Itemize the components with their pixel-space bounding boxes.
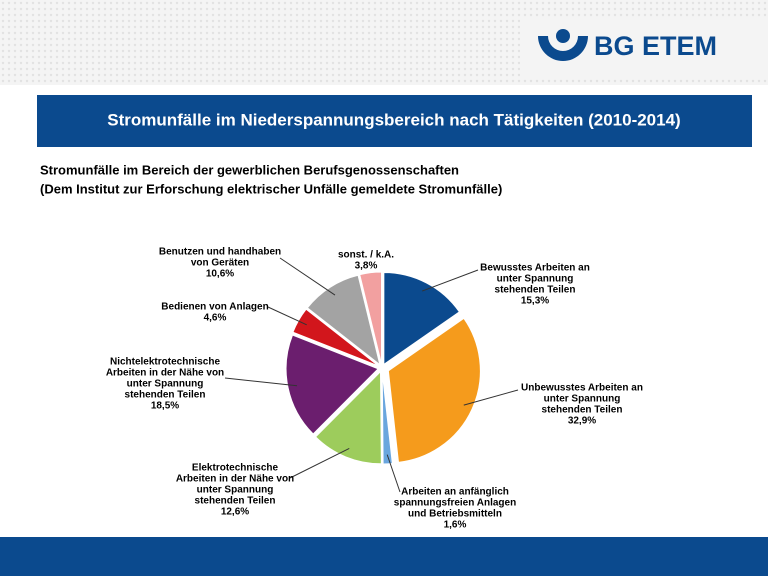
slice-label: unter Spannung [197, 485, 274, 496]
pie-slice [381, 371, 393, 465]
slice-label: Arbeiten an anfänglich [401, 487, 509, 498]
leader-line [463, 389, 519, 406]
leader-line [421, 269, 479, 292]
slice-label: Benutzen und handhaben [159, 247, 281, 258]
value-label: 15,3% [521, 296, 549, 307]
value-label: 1,6% [444, 520, 467, 531]
slice-label: Bedienen von Anlagen [161, 302, 268, 313]
logo-text: BG ETEM [594, 31, 717, 61]
leader-line [289, 447, 350, 479]
slice-label: unter Spannung [497, 274, 574, 285]
slice-label: stehenden Teilen [195, 496, 276, 507]
slice-label: von Geräten [191, 258, 249, 269]
value-label: 10,6% [206, 269, 234, 280]
pie-slice [383, 271, 461, 366]
slice-label: Nichtelektrotechnische [110, 357, 220, 368]
leader-line [267, 306, 307, 326]
slice-label: spannungsfreien Anlagen [394, 498, 516, 509]
slice-label: und Betriebsmitteln [408, 509, 502, 520]
slice-label: unter Spannung [544, 394, 621, 405]
footer-bar [0, 537, 768, 576]
pie-slice [306, 274, 381, 366]
slice-label: Elektrotechnische [192, 463, 279, 474]
pie-slice [359, 271, 383, 365]
subtitle: (Dem Institut zur Erforschung elektrisch… [40, 181, 502, 196]
slice-label: Arbeiten in der Nähe von [106, 368, 224, 379]
value-label: 3,8% [355, 261, 378, 272]
pie-slice [285, 334, 379, 435]
slice-label: sonst. / k.A. [338, 250, 394, 261]
logo-icon [538, 29, 588, 61]
leader-line [386, 454, 401, 493]
pie-slice [314, 370, 382, 465]
slice-label: unter Spannung [127, 379, 204, 390]
pie-slice [292, 308, 379, 367]
value-label: 18,5% [151, 401, 179, 412]
leader-line [224, 377, 298, 387]
slice-label: stehenden Teilen [125, 390, 206, 401]
value-label: 12,6% [221, 507, 249, 518]
slice-label: Bewusstes Arbeiten an [480, 263, 590, 274]
title-bar [37, 95, 752, 147]
logo-area [520, 18, 768, 78]
chart-title: Stromunfälle im Niederspannungsbereich n… [107, 110, 680, 129]
value-label: 4,6% [204, 313, 227, 324]
subtitle: Stromunfälle im Bereich der gewerblichen… [40, 162, 459, 177]
slice-label: Unbewusstes Arbeiten an [521, 383, 643, 394]
slice-label: Arbeiten in der Nähe von [176, 474, 294, 485]
value-label: 32,9% [568, 416, 596, 427]
slice-label: stehenden Teilen [495, 285, 576, 296]
leader-line [279, 257, 336, 296]
pie-slice [387, 317, 481, 463]
slice-label: stehenden Teilen [542, 405, 623, 416]
